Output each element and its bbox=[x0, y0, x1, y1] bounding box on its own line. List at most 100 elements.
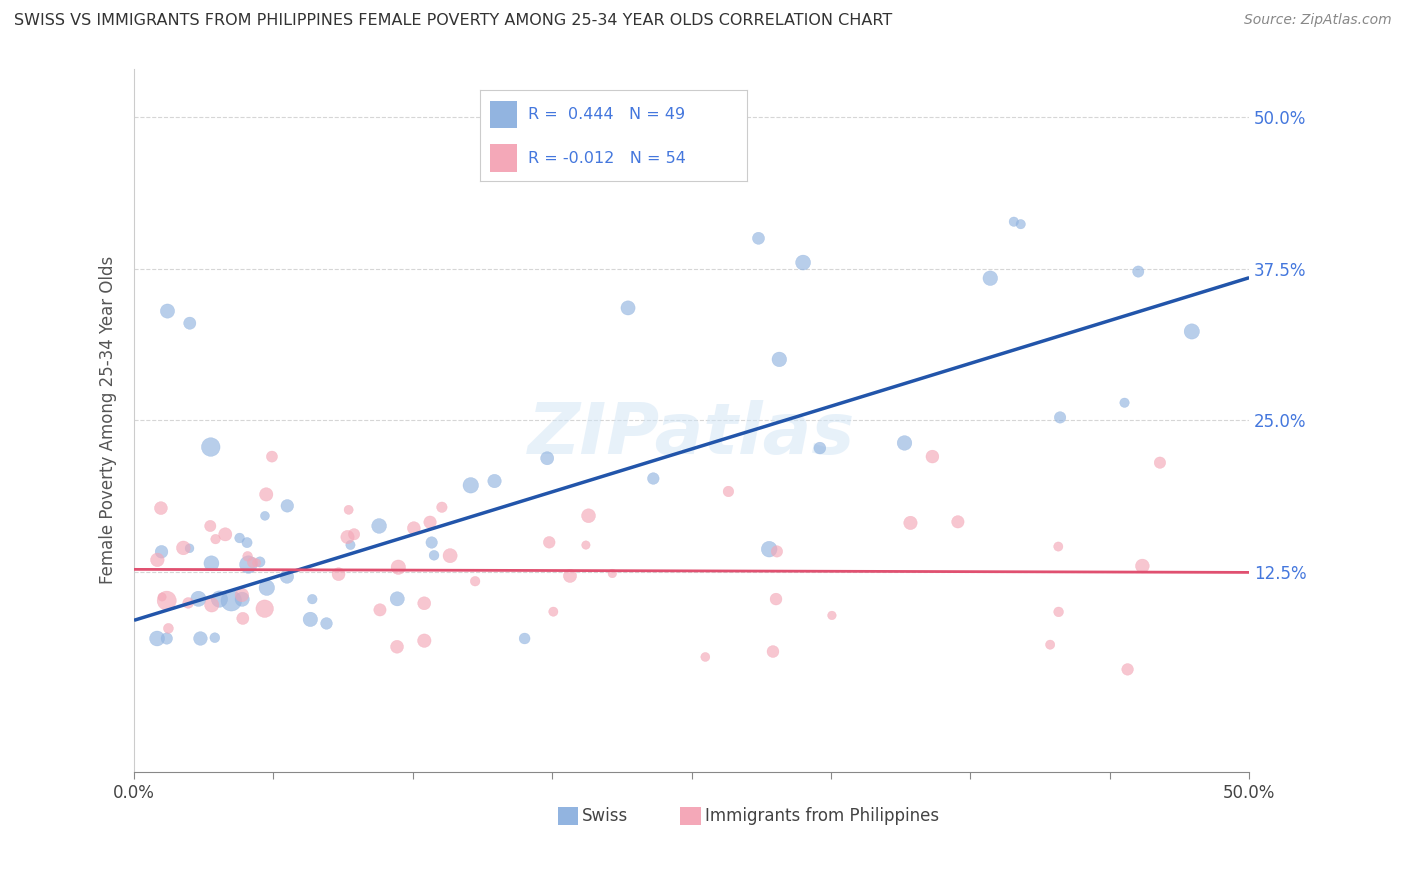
Point bbox=[538, 535, 561, 549]
Point bbox=[256, 581, 278, 595]
Point bbox=[204, 631, 226, 645]
Point bbox=[808, 441, 831, 455]
Point bbox=[156, 593, 179, 607]
Point bbox=[238, 558, 260, 572]
Point bbox=[1010, 217, 1032, 231]
Text: ZIPatlas: ZIPatlas bbox=[527, 400, 855, 469]
Point bbox=[328, 567, 350, 582]
Point bbox=[695, 650, 717, 665]
Point bbox=[1047, 540, 1070, 554]
Y-axis label: Female Poverty Among 25-34 Year Olds: Female Poverty Among 25-34 Year Olds bbox=[100, 256, 117, 584]
Point bbox=[157, 621, 180, 635]
Point bbox=[339, 538, 361, 552]
Point bbox=[200, 440, 222, 454]
Point bbox=[821, 608, 844, 623]
Point bbox=[254, 487, 277, 501]
Point bbox=[245, 556, 267, 570]
Text: Swiss: Swiss bbox=[582, 806, 628, 824]
Point bbox=[201, 598, 224, 612]
Point bbox=[575, 538, 598, 552]
Point bbox=[190, 632, 212, 646]
Point bbox=[242, 556, 264, 570]
Point bbox=[766, 544, 789, 558]
Point bbox=[368, 603, 391, 617]
Point bbox=[232, 611, 254, 625]
Point bbox=[368, 519, 391, 533]
Point bbox=[301, 592, 323, 607]
Point bbox=[762, 644, 785, 658]
Point bbox=[231, 592, 253, 607]
Point bbox=[253, 508, 276, 523]
Point bbox=[253, 601, 276, 615]
Point bbox=[343, 527, 366, 541]
Point bbox=[1049, 410, 1071, 425]
Point bbox=[1149, 456, 1171, 470]
Point bbox=[464, 574, 486, 589]
Point bbox=[214, 527, 236, 541]
Point bbox=[221, 594, 243, 608]
Point bbox=[430, 500, 453, 515]
Point bbox=[204, 532, 226, 546]
Point bbox=[513, 632, 536, 646]
Point bbox=[177, 596, 200, 610]
Point bbox=[1047, 605, 1070, 619]
Point bbox=[200, 557, 222, 571]
Point bbox=[249, 555, 271, 569]
Point bbox=[717, 484, 740, 499]
Point bbox=[231, 588, 253, 602]
Point bbox=[172, 541, 194, 555]
Point bbox=[1128, 264, 1150, 278]
Point bbox=[484, 474, 506, 488]
Point bbox=[758, 542, 780, 557]
Point bbox=[336, 530, 359, 544]
Point bbox=[385, 640, 408, 654]
Point bbox=[236, 549, 259, 564]
Point bbox=[299, 612, 322, 626]
Point bbox=[228, 531, 250, 545]
Point bbox=[768, 352, 790, 367]
Point bbox=[1130, 558, 1153, 573]
Text: Immigrants from Philippines: Immigrants from Philippines bbox=[704, 806, 939, 824]
Point bbox=[413, 633, 436, 648]
Point bbox=[149, 501, 172, 516]
Point bbox=[179, 316, 201, 330]
Point bbox=[146, 632, 169, 646]
Point bbox=[1039, 638, 1062, 652]
Point bbox=[402, 521, 425, 535]
Point bbox=[747, 231, 769, 245]
Point bbox=[536, 451, 558, 466]
Point bbox=[423, 549, 446, 563]
Point bbox=[765, 592, 787, 607]
Point bbox=[150, 590, 173, 604]
Point bbox=[643, 471, 665, 485]
Point bbox=[419, 515, 441, 529]
Point bbox=[1116, 662, 1139, 676]
Point bbox=[420, 535, 443, 549]
Bar bbox=[681, 807, 700, 824]
Point bbox=[1114, 395, 1136, 409]
Point bbox=[315, 616, 337, 631]
Point bbox=[156, 632, 179, 646]
Point bbox=[276, 569, 298, 583]
Point bbox=[921, 450, 943, 464]
Point bbox=[460, 478, 482, 492]
Point bbox=[146, 553, 169, 567]
Point bbox=[276, 499, 298, 513]
Point bbox=[617, 301, 640, 315]
Point bbox=[1181, 325, 1204, 339]
Point bbox=[900, 516, 922, 530]
Point bbox=[602, 566, 624, 581]
Bar bbox=[558, 807, 578, 824]
Point bbox=[413, 596, 436, 610]
Point bbox=[1002, 215, 1025, 229]
Text: SWISS VS IMMIGRANTS FROM PHILIPPINES FEMALE POVERTY AMONG 25-34 YEAR OLDS CORREL: SWISS VS IMMIGRANTS FROM PHILIPPINES FEM… bbox=[14, 13, 893, 29]
Point bbox=[946, 515, 969, 529]
Point bbox=[187, 591, 209, 606]
Point bbox=[578, 508, 600, 523]
Point bbox=[558, 569, 581, 583]
Point bbox=[543, 605, 565, 619]
Point bbox=[208, 592, 231, 607]
Point bbox=[200, 519, 222, 533]
Point bbox=[387, 560, 409, 574]
Point bbox=[792, 255, 814, 269]
